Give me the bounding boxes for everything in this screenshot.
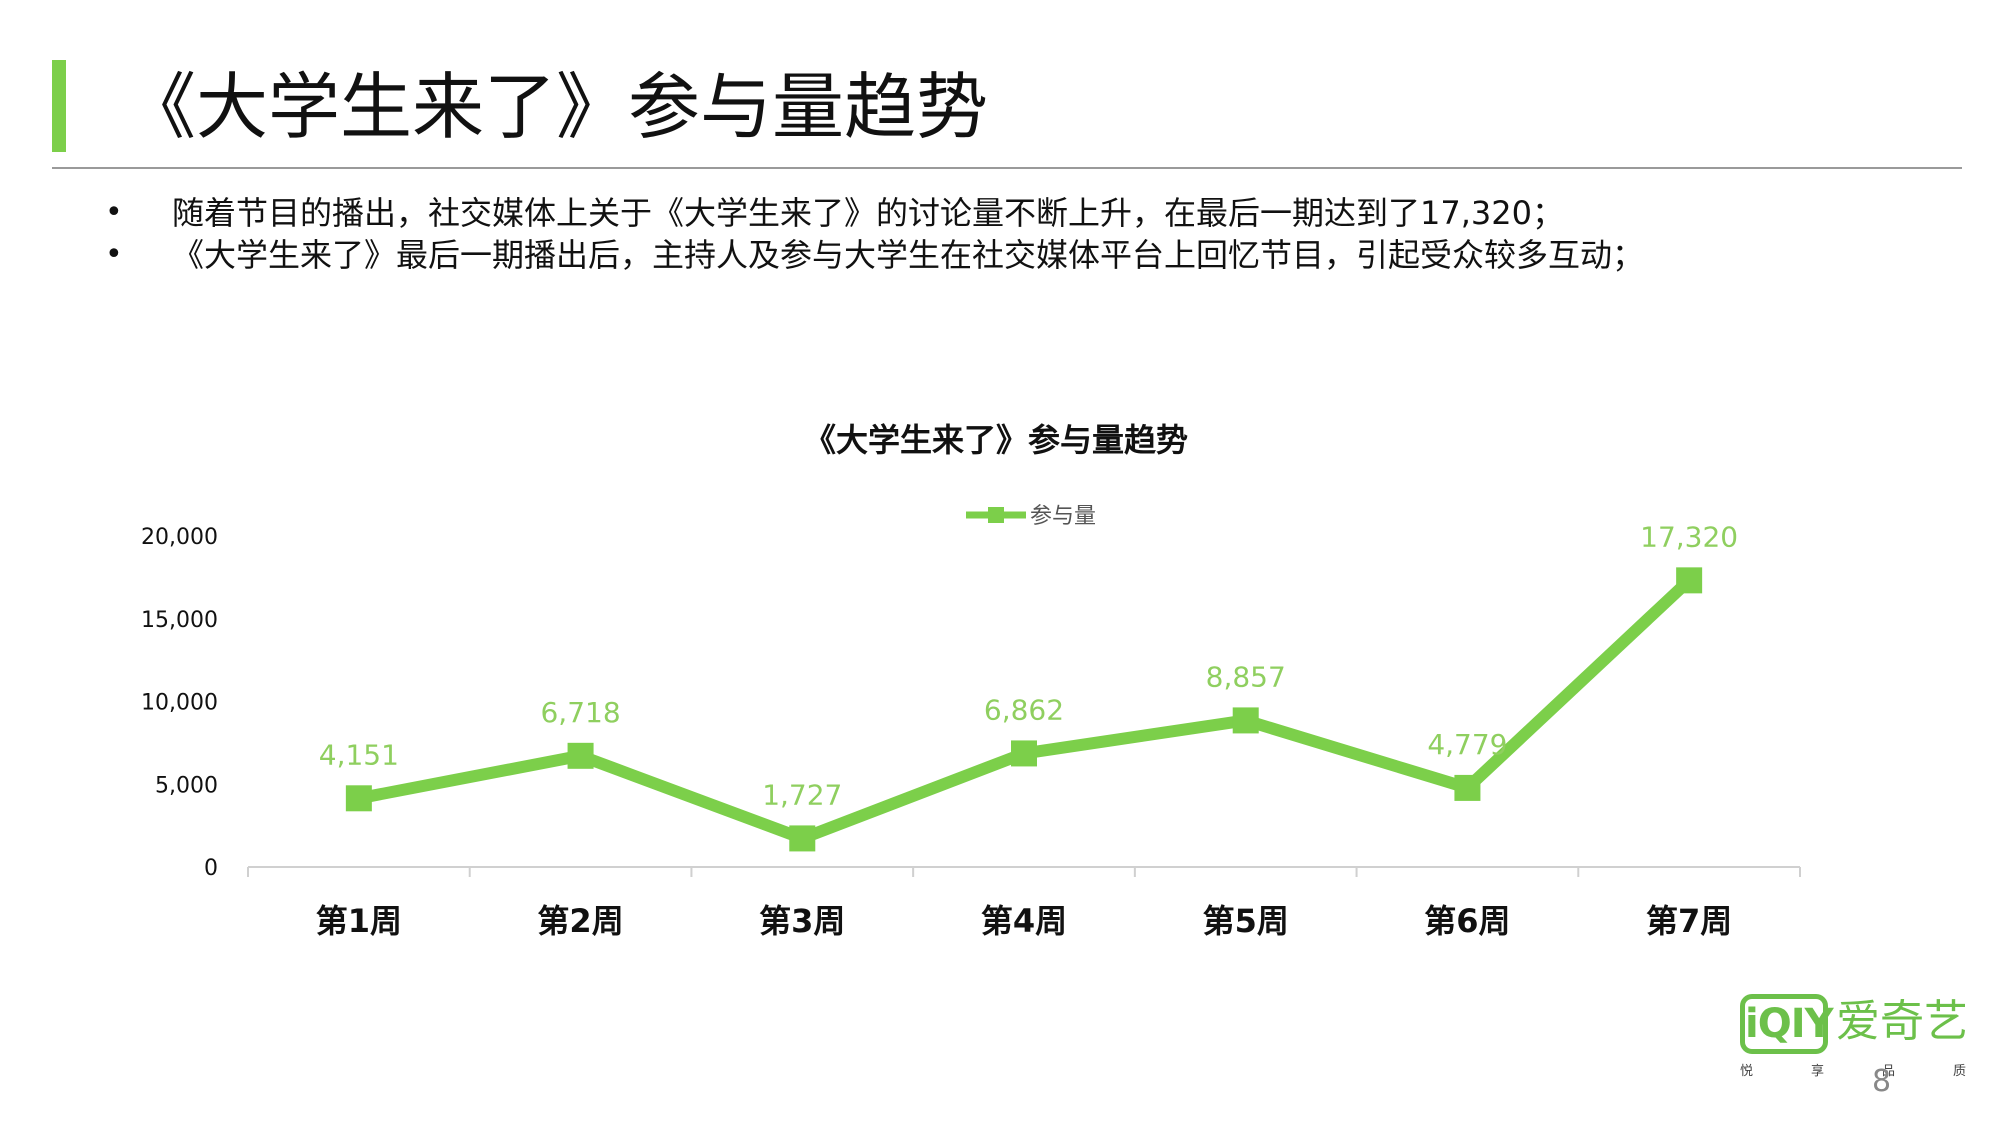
bullet-dot: •: [105, 237, 123, 272]
data-label: 6,862: [984, 693, 1064, 726]
data-point-marker: [789, 825, 816, 852]
slogan-char: 享: [1810, 1064, 1824, 1079]
bullet-dot: •: [105, 195, 123, 230]
x-axis: 第1周 第2周 第3周 第4周 第5周 第6周 第7周: [247, 866, 1801, 940]
data-label: 8,857: [1206, 660, 1286, 693]
x-tick-label: 第3周: [759, 902, 845, 940]
data-point-marker: [1232, 707, 1259, 734]
x-tick-label: 第4周: [981, 902, 1067, 940]
data-label: 4,151: [319, 738, 399, 771]
chart-legend: 参与量: [966, 504, 1096, 529]
data-point-marker: [1676, 567, 1703, 594]
page-number: 8: [1872, 1064, 1892, 1099]
legend-label: 参与量: [1030, 504, 1096, 529]
data-label: 4,779: [1427, 728, 1507, 761]
legend-marker: [988, 507, 1004, 523]
logo-slogan: 悦 享 品 质: [1740, 1060, 1966, 1079]
bullet-text: 随着节目的播出，社交媒体上关于《大学生来了》的讨论量不断上升，在最后一期达到了1…: [172, 194, 1564, 232]
data-point-marker: [1454, 774, 1481, 801]
x-tick-label: 第1周: [316, 902, 402, 940]
bullet-item: • 《大学生来了》最后一期播出后，主持人及参与大学生在社交媒体平台上回忆节目，引…: [100, 234, 1644, 276]
bullet-item: • 随着节目的播出，社交媒体上关于《大学生来了》的讨论量不断上升，在最后一期达到…: [100, 192, 1644, 234]
slogan-char: 悦: [1740, 1064, 1754, 1079]
x-tick-label: 第5周: [1203, 902, 1289, 940]
data-point-marker: [567, 742, 594, 769]
slogan-char: 质: [1952, 1064, 1966, 1079]
data-label: 1,727: [762, 778, 842, 811]
series-participation: 4,151 6,718 1,727 6,862 8,857 4,779 17,320: [319, 520, 1738, 852]
bullet-list: • 随着节目的播出，社交媒体上关于《大学生来了》的讨论量不断上升，在最后一期达到…: [100, 192, 1644, 276]
x-tick-label: 第7周: [1646, 902, 1732, 940]
y-axis: 0 5,000 10,000 15,000 20,000: [141, 525, 218, 881]
iqiyi-logo-text: 爱奇艺: [1836, 996, 1968, 1047]
page-title: 《大学生来了》参与量趋势: [124, 65, 989, 149]
iqiyi-logo: iQIY 爱奇艺 悦 享 品 质: [1736, 990, 1972, 1088]
bullet-text: 《大学生来了》最后一期播出后，主持人及参与大学生在社交媒体平台上回忆节目，引起受…: [172, 236, 1645, 274]
x-tick-label: 第2周: [537, 902, 623, 940]
iqiyi-logo-mark: iQIY: [1740, 994, 1834, 1054]
data-point-marker: [1011, 740, 1037, 767]
data-label: 17,320: [1640, 520, 1738, 553]
slogan-char: 品: [1881, 1064, 1895, 1079]
y-tick-label: 20,000: [141, 525, 218, 550]
data-label: 6,718: [540, 696, 620, 729]
chart-title: 《大学生来了》参与量趋势: [804, 421, 1188, 459]
data-point-marker: [345, 785, 372, 812]
y-tick-label: 0: [204, 856, 218, 881]
y-tick-label: 5,000: [155, 773, 218, 798]
y-tick-label: 10,000: [141, 691, 218, 716]
x-tick-label: 第6周: [1424, 902, 1510, 940]
title-accent-bar: [52, 60, 66, 152]
title-divider: [52, 167, 1962, 169]
y-tick-label: 15,000: [141, 608, 218, 633]
